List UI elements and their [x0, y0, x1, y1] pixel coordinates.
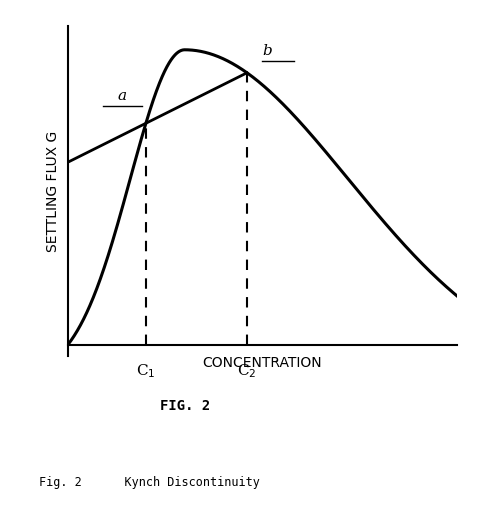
Text: a: a [118, 89, 127, 103]
Text: b: b [262, 44, 272, 58]
Text: C$_1$: C$_1$ [136, 362, 156, 380]
Text: C$_2$: C$_2$ [237, 362, 257, 380]
X-axis label: CONCENTRATION: CONCENTRATION [203, 356, 322, 369]
Text: FIG. 2: FIG. 2 [159, 399, 210, 413]
Text: Fig. 2      Kynch Discontinuity: Fig. 2 Kynch Discontinuity [39, 476, 260, 488]
Y-axis label: SETTLING FLUX G: SETTLING FLUX G [46, 130, 60, 252]
